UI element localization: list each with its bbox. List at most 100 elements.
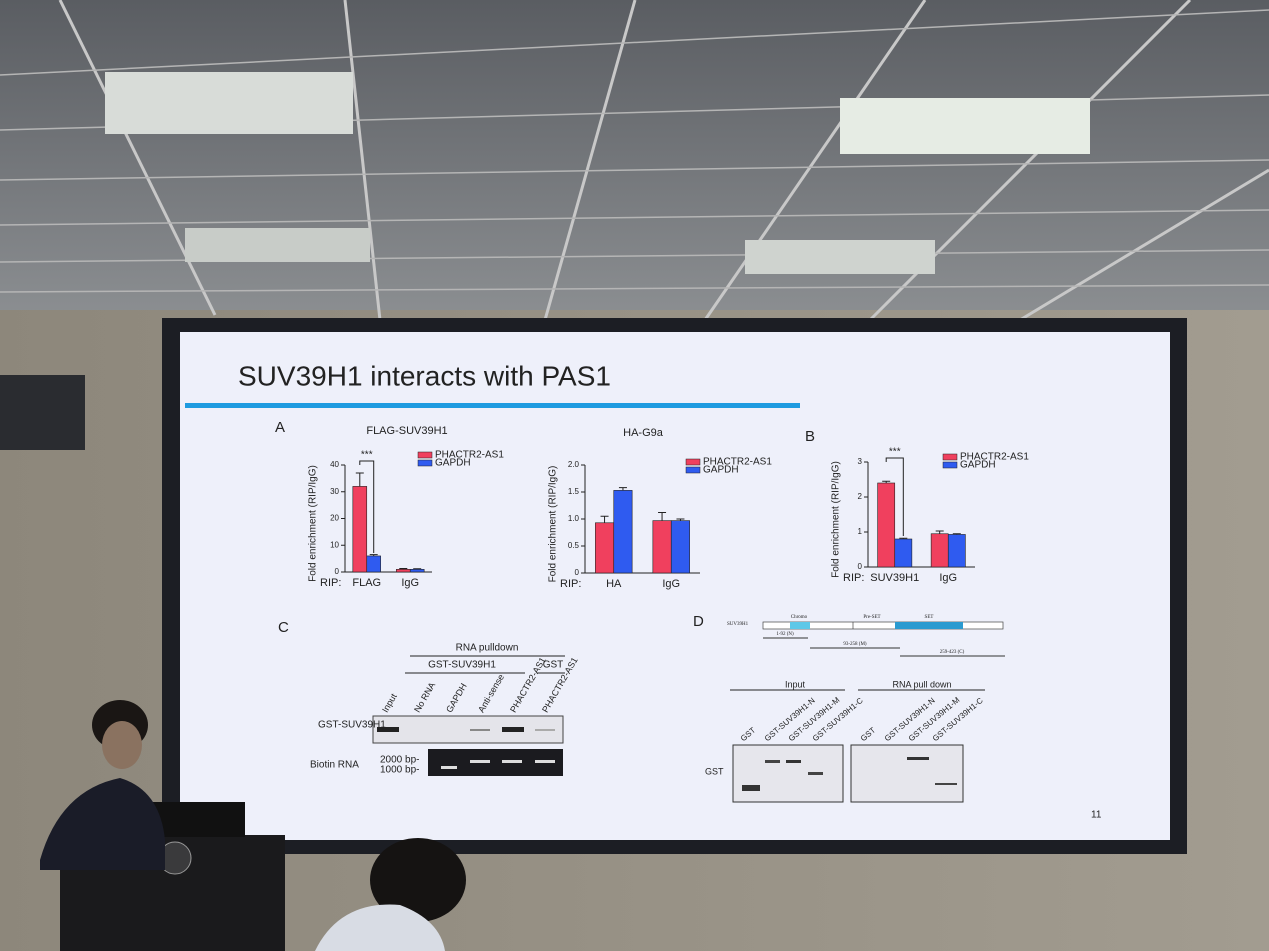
domain-label: SET (925, 615, 934, 620)
error-bar (882, 480, 891, 483)
band (470, 760, 490, 763)
legend-swatch (942, 461, 958, 469)
legend-label: GAPDH (960, 460, 996, 471)
y-tick-label: 20 (330, 514, 339, 523)
chart-title: FLAG-SUV39H1 (366, 425, 447, 437)
bar (613, 490, 633, 574)
panel-label: C (278, 619, 289, 636)
legend-swatch (685, 458, 701, 466)
title-rule (185, 403, 800, 408)
error-bar (369, 554, 378, 556)
domain (895, 622, 963, 629)
y-tick-label: 2 (858, 492, 863, 501)
band (765, 760, 780, 763)
domain-label: Pre-SET (863, 615, 880, 620)
error-bar (399, 568, 408, 570)
significance-bracket (885, 457, 904, 536)
bar (595, 522, 615, 574)
x-tick-label: SUV39H1 (870, 572, 919, 584)
y-tick-label: 1.5 (568, 487, 580, 496)
fragment-label: 93-258 (M) (843, 642, 867, 647)
ceiling-light (105, 72, 353, 134)
gel (732, 744, 844, 803)
y-tick-label: 1.0 (568, 514, 580, 523)
laptop (150, 802, 245, 837)
ceiling-light (745, 240, 935, 274)
significance-bracket (359, 460, 375, 553)
panel-label: D (693, 613, 704, 630)
y-tick-label: 0 (858, 562, 863, 571)
ceiling-light (185, 228, 370, 262)
bar (947, 534, 966, 568)
error-bar (935, 530, 944, 534)
x-tick-label: HA (606, 578, 622, 590)
band (808, 772, 823, 775)
row-label: GST (705, 766, 724, 776)
panel-label: B (805, 428, 815, 445)
bar (352, 486, 368, 573)
band (935, 783, 957, 785)
annotation: *** (361, 450, 373, 461)
x-tick-label: IgG (939, 572, 957, 584)
x-tick-label: IgG (401, 577, 419, 589)
marker-label: 2000 bp- (380, 755, 419, 766)
speaker (0, 375, 85, 450)
y-tick-label: 3 (858, 457, 863, 466)
legend-label: PHACTR2-AS1 (960, 452, 1029, 463)
band (441, 766, 457, 769)
band (535, 729, 555, 731)
row-label: Biotin RNA (310, 760, 359, 771)
fragment-label: 1-92 (N) (776, 632, 794, 637)
chart-title: HA-G9a (623, 427, 664, 439)
ceiling-light (840, 98, 1090, 154)
legend-label: PHACTR2-AS1 (435, 450, 504, 461)
band (535, 760, 555, 763)
legend-label: GAPDH (435, 458, 471, 469)
band (377, 727, 399, 732)
error-bar (676, 518, 685, 521)
x-axis-label: RIP: (560, 578, 581, 590)
marker-label: 1000 bp- (380, 765, 419, 776)
y-tick-label: 1 (858, 527, 863, 536)
band (786, 760, 801, 763)
y-tick-label: 2.0 (568, 460, 580, 469)
legend-swatch (417, 459, 433, 467)
y-axis-label: Fold enrichment (RIP/IgG) (548, 466, 559, 583)
legend-swatch (685, 466, 701, 474)
legend-swatch (942, 453, 958, 461)
bar (396, 569, 411, 573)
x-axis-label: RIP: (843, 572, 864, 584)
annotation: *** (889, 447, 901, 458)
fragment-label: 259-423 (C) (940, 650, 965, 655)
error-bar (600, 515, 609, 523)
x-axis-label: RIP: (320, 577, 341, 589)
band (502, 760, 522, 763)
ceiling-grid (58, 0, 1269, 322)
y-tick-label: 40 (330, 460, 339, 469)
bar (366, 555, 381, 573)
bar (652, 520, 672, 574)
bar (930, 533, 949, 568)
gel-group: GST (543, 660, 564, 671)
y-axis-label: Fold enrichment (RIP/IgG) (308, 465, 319, 582)
person-face (102, 721, 142, 769)
y-axis-label: Fold enrichment (RIP/IgG) (831, 461, 842, 578)
bar (877, 482, 896, 568)
bar (409, 569, 425, 573)
y-tick-label: 0 (335, 567, 340, 576)
error-bar (413, 568, 422, 570)
gel-group: GST-SUV39H1 (428, 660, 496, 671)
x-tick-label: IgG (662, 578, 680, 590)
group-label: Input (785, 679, 806, 689)
row-label: GST-SUV39H1 (318, 720, 386, 731)
bar (894, 538, 913, 568)
page-number: 11 (1091, 810, 1102, 821)
error-bar (618, 487, 627, 491)
band (502, 727, 524, 732)
domain (790, 622, 810, 629)
error-bar (355, 472, 364, 487)
domain-label: Chromo (791, 615, 808, 620)
y-tick-label: 0 (575, 568, 580, 577)
gel-header: RNA pulldown (456, 643, 519, 654)
